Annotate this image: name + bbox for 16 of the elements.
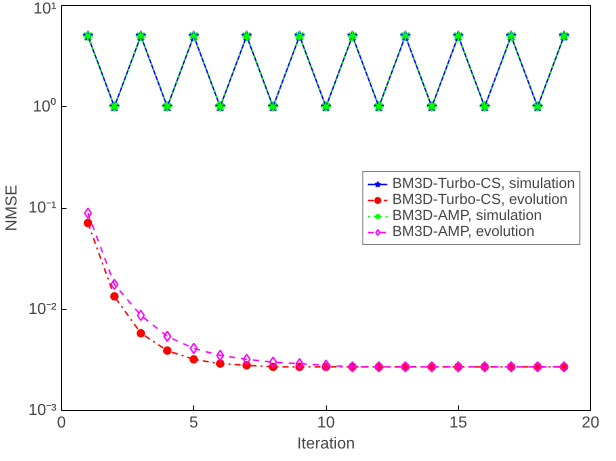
y-tick-label: 10¹: [33, 0, 56, 18]
x-tick-label: 0: [57, 414, 66, 432]
y-tick-label: 10⁰: [32, 97, 56, 116]
x-tick-label: 5: [189, 414, 198, 432]
x-tick-label: 10: [317, 414, 335, 432]
y-axis-title: NMSE: [3, 184, 20, 232]
legend-label: BM3D-Turbo-CS, simulation: [392, 176, 575, 192]
x-axis-title: Iteration: [297, 436, 355, 452]
y-tick-label: 10⁻¹: [28, 200, 56, 216]
legend-label: BM3D-Turbo-CS, evolution: [392, 192, 568, 208]
y-tick-label: 10⁻²: [28, 300, 58, 318]
x-tick-label: 15: [449, 414, 468, 432]
y-tick-label: 10⁻³: [28, 402, 58, 419]
x-tick-label: 20: [582, 414, 600, 432]
legend-label: BM3D-AMP, evolution: [392, 224, 535, 240]
legend-label: BM3D-AMP, simulation: [392, 208, 542, 224]
